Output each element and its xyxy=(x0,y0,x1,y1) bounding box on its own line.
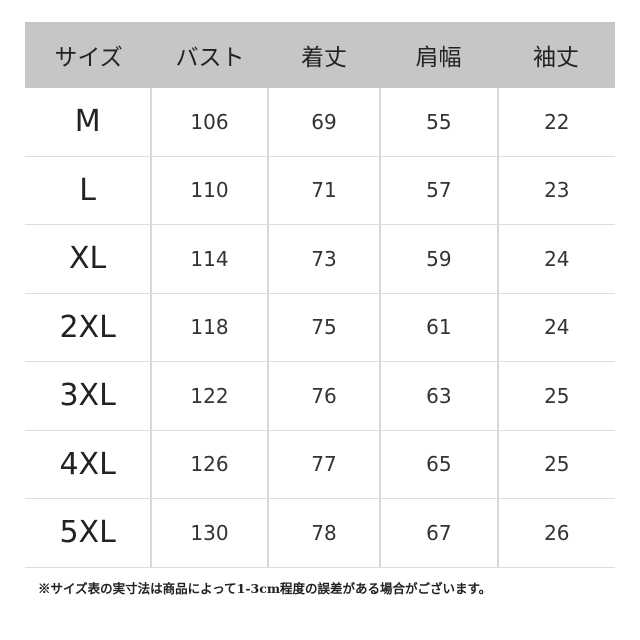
cell-bust: 106 xyxy=(152,88,269,156)
cell-bust: 130 xyxy=(152,499,269,567)
size-table: サイズ バスト 着丈 肩幅 袖丈 M 106 69 55 22 L 110 71 57 23 XL 1… xyxy=(25,22,615,568)
cell-length: 69 xyxy=(269,88,382,156)
header-sleeve: 袖丈 xyxy=(533,45,579,71)
table-row: 2XL 118 75 61 24 xyxy=(25,293,615,362)
table-row: 4XL 126 77 65 25 xyxy=(25,430,615,499)
table-row: 5XL 130 78 67 26 xyxy=(25,499,615,568)
cell-bust: 122 xyxy=(152,362,269,430)
cell-shoulder: 65 xyxy=(381,430,499,498)
cell-shoulder: 67 xyxy=(381,499,499,567)
cell-shoulder: 59 xyxy=(381,225,499,293)
cell-length: 73 xyxy=(269,225,382,293)
cell-sleeve: 22 xyxy=(544,109,570,134)
cell-bust: 126 xyxy=(152,430,269,498)
size-note: ※サイズ表の実寸法は商品によって1-3cm程度の誤差がある場合がございます。 xyxy=(38,581,492,596)
cell-shoulder: 61 xyxy=(381,293,499,361)
cell-sleeve: 23 xyxy=(544,178,570,203)
header-length: 着丈 xyxy=(301,45,347,71)
cell-length: 75 xyxy=(269,293,382,361)
cell-size: 2XL xyxy=(25,293,153,361)
cell-length: 76 xyxy=(269,362,382,430)
cell-bust: 110 xyxy=(152,156,269,224)
cell-shoulder: 63 xyxy=(381,362,499,430)
cell-sleeve: 24 xyxy=(544,246,570,271)
cell-shoulder: 55 xyxy=(381,88,499,156)
cell-bust: 114 xyxy=(152,225,269,293)
cell-length: 77 xyxy=(269,430,382,498)
cell-sleeve: 25 xyxy=(544,452,570,477)
header-bust: バスト xyxy=(175,45,245,71)
header-shoulder: 肩幅 xyxy=(415,45,462,71)
cell-size: L xyxy=(25,156,153,224)
cell-sleeve: 25 xyxy=(544,383,570,408)
cell-length: 71 xyxy=(269,156,382,224)
header-size: サイズ xyxy=(54,45,123,71)
cell-size: XL xyxy=(25,225,153,293)
cell-sleeve: 24 xyxy=(544,315,570,340)
table-row: L 110 71 57 23 xyxy=(25,156,615,225)
table-header: サイズ バスト 着丈 肩幅 袖丈 xyxy=(25,22,615,88)
table-row: M 106 69 55 22 xyxy=(25,88,615,157)
table-row: XL 114 73 59 24 xyxy=(25,225,615,294)
cell-sleeve: 26 xyxy=(544,520,570,545)
cell-bust: 118 xyxy=(152,293,269,361)
cell-shoulder: 57 xyxy=(381,156,499,224)
cell-length: 78 xyxy=(269,499,382,567)
cell-size: M xyxy=(25,88,153,156)
table-row: 3XL 122 76 63 25 xyxy=(25,362,615,431)
cell-size: 4XL xyxy=(25,430,153,498)
cell-size: 3XL xyxy=(25,362,153,430)
cell-size: 5XL xyxy=(25,499,153,567)
